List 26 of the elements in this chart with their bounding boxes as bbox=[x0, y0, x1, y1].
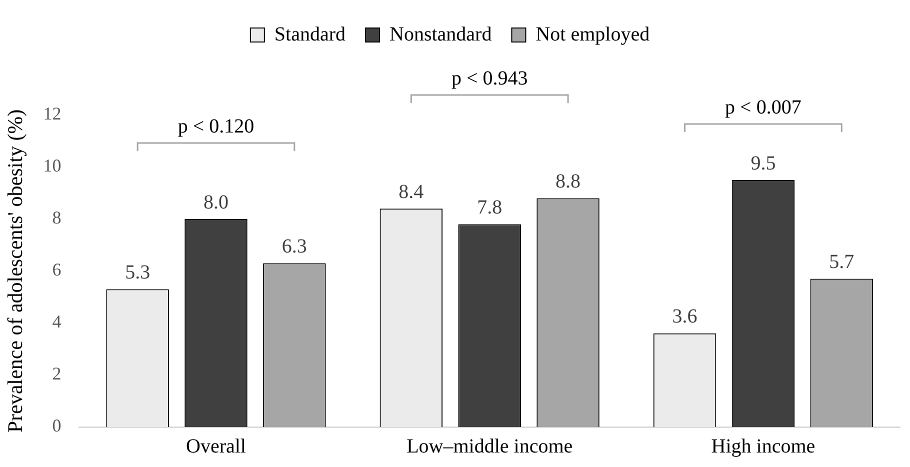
legend-label: Standard bbox=[274, 23, 346, 46]
data-label: 9.5 bbox=[750, 152, 776, 174]
x-tick-label: High income bbox=[711, 435, 816, 458]
legend-label: Nonstandard bbox=[390, 23, 492, 46]
data-label: 8.4 bbox=[398, 180, 424, 203]
data-label: 8.0 bbox=[204, 191, 228, 214]
data-label: 3.6 bbox=[672, 306, 698, 328]
y-tick-label: 0 bbox=[52, 416, 62, 436]
annotation: p < 0.007 bbox=[725, 96, 802, 118]
data-label: 5.3 bbox=[125, 261, 150, 284]
x-tick-label: Low–middle income bbox=[406, 435, 573, 458]
data-label: 7.8 bbox=[477, 196, 502, 218]
y-tick-label: 8 bbox=[52, 208, 62, 228]
y-tick-label: 2 bbox=[52, 364, 62, 384]
text: p < 0.943 bbox=[451, 67, 528, 90]
y-tick-label: 6 bbox=[52, 260, 62, 280]
y-tick-label: 4 bbox=[52, 312, 62, 332]
y-tick-label: 12 bbox=[43, 104, 62, 124]
data-label: 5.7 bbox=[829, 251, 854, 274]
x-tick-label: Overall bbox=[186, 435, 246, 458]
data-label: 8.8 bbox=[556, 170, 581, 192]
data-label: 6.3 bbox=[282, 235, 307, 258]
legend-label: Not employed bbox=[536, 23, 650, 46]
y-axis-title: Prevalence of adolescents' obesity (%) bbox=[3, 109, 28, 433]
y-tick-label: 10 bbox=[43, 156, 62, 176]
annotation: p < 0.120 bbox=[178, 115, 254, 138]
